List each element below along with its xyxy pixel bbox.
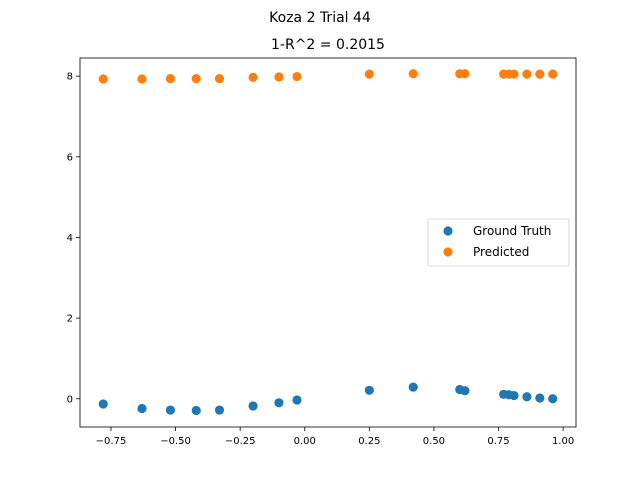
legend-label-ground-truth: Ground Truth [473,224,551,238]
legend: Ground Truth Predicted [427,218,570,267]
legend-marker-predicted [443,247,453,257]
data-point-ground-truth [509,390,519,401]
x-tick-label: 0.25 [358,436,380,447]
x-tick-label: 0.50 [423,436,445,447]
x-tick-label: 0.00 [294,436,316,447]
y-tick-label: 6 [67,152,73,163]
x-tick-label: −0.75 [96,436,127,447]
y-tick-label: 2 [67,314,73,325]
data-point-ground-truth [292,395,302,405]
data-point-ground-truth [522,392,532,402]
data-point-predicted [165,73,176,84]
data-point-ground-truth [98,399,108,409]
figure-suptitle: Koza 2 Trial 44 [269,10,371,26]
legend-marker-ground-truth [443,226,453,236]
data-point-predicted [214,73,225,84]
data-point-predicted [548,69,558,79]
data-point-predicted [460,69,470,79]
data-point-ground-truth [137,403,147,414]
data-point-ground-truth [214,405,225,415]
x-tick-label: 0.75 [487,436,509,447]
axes-frame [79,57,577,428]
data-point-ground-truth [248,401,258,411]
data-point-predicted [137,74,147,84]
data-point-predicted [364,69,374,79]
data-point-predicted [408,69,418,79]
x-tick-label: 1.00 [552,436,574,447]
data-point-predicted [98,74,108,84]
data-point-predicted [535,69,545,79]
data-point-ground-truth [408,382,418,392]
data-point-ground-truth [535,393,545,403]
data-point-predicted [509,69,519,79]
x-tick-label: −0.50 [160,436,191,447]
data-point-ground-truth [165,405,176,415]
x-tick-label: −0.25 [225,436,256,447]
data-point-predicted [292,71,302,82]
data-point-predicted [274,72,284,82]
data-point-ground-truth [191,405,201,416]
legend-box [427,218,570,267]
data-point-ground-truth [548,394,558,404]
data-point-ground-truth [460,386,470,396]
data-point-predicted [522,69,532,79]
data-point-predicted [248,72,258,82]
axes-title: 1-R^2 = 0.2015 [271,37,385,53]
legend-label-predicted: Predicted [473,245,529,259]
y-tick-label: 4 [67,233,73,244]
plot-area: −0.75 −0.50 −0.25 0.00 0.25 0.50 0.75 1.00 0 2 4 6 8 [67,57,577,447]
y-tick-label: 8 [67,72,73,83]
y-tick-label: 0 [67,394,73,405]
data-point-ground-truth [364,385,374,395]
data-point-ground-truth [274,398,284,408]
data-point-predicted [191,73,201,84]
